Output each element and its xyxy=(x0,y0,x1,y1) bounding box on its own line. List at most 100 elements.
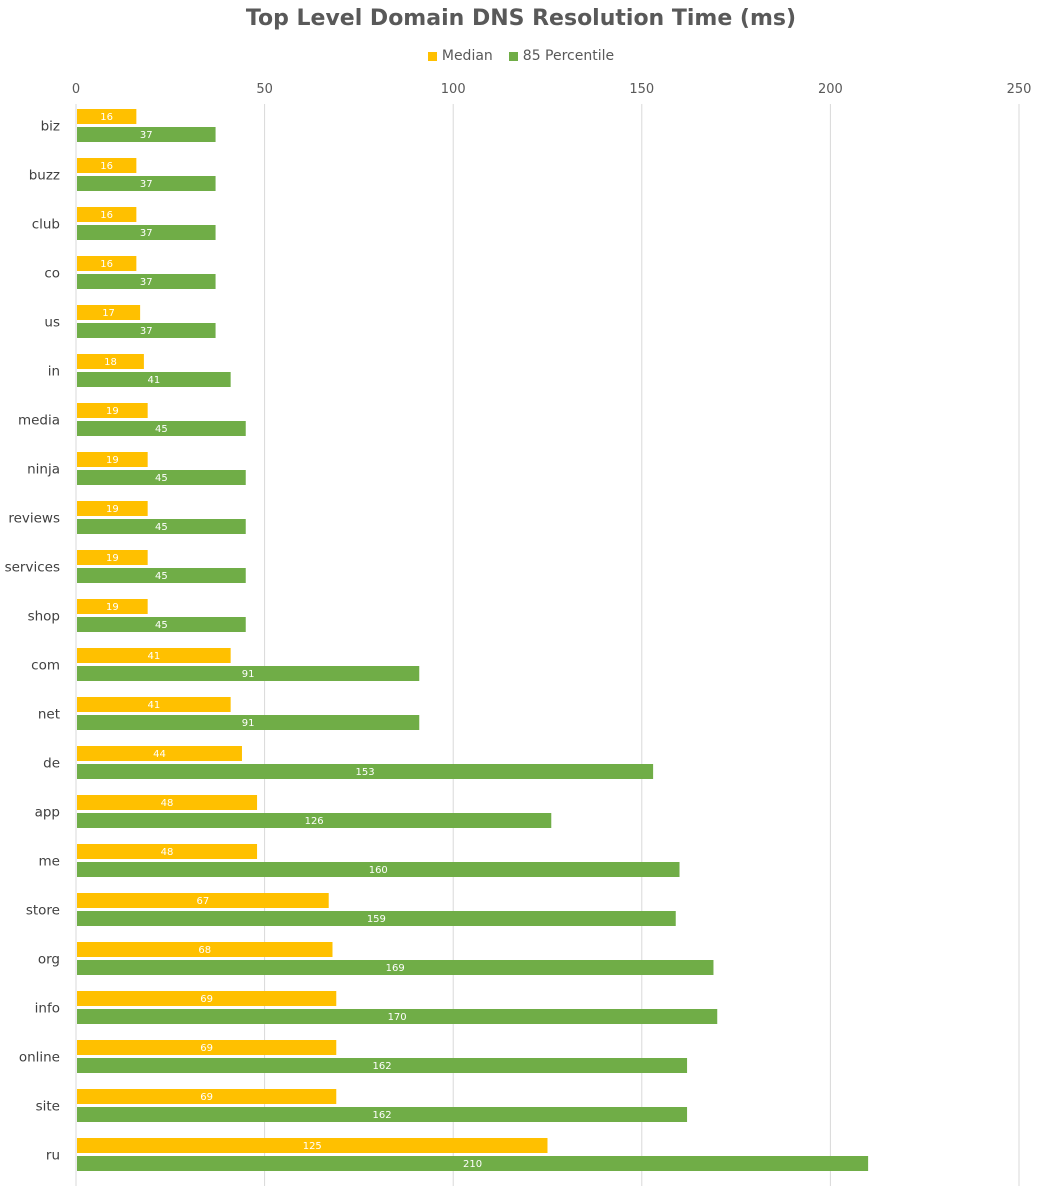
category-label-ru: ru xyxy=(46,1148,60,1164)
bar-value-median-us: 17 xyxy=(102,308,115,319)
bar-median-services xyxy=(77,550,148,565)
bar-85-percentile-de xyxy=(77,764,654,779)
bar-85-percentile-buzz xyxy=(77,176,216,191)
legend-entry-85-percentile: 85 Percentile xyxy=(508,48,615,64)
bar-value-85-percentile-store: 159 xyxy=(367,914,386,925)
bar-value-median-app: 48 xyxy=(161,798,174,809)
bar-85-percentile-info xyxy=(77,1009,718,1024)
bar-median-media xyxy=(77,403,148,418)
bar-median-de xyxy=(77,746,242,761)
bar-85-percentile-net xyxy=(77,715,420,730)
bar-median-online xyxy=(77,1040,337,1055)
bar-median-ninja xyxy=(77,452,148,467)
bar-value-median-buzz: 16 xyxy=(100,161,113,172)
category-label-store: store xyxy=(26,903,60,919)
chart-title: Top Level Domain DNS Resolution Time (ms… xyxy=(245,6,797,31)
bar-value-median-info: 69 xyxy=(200,994,213,1005)
bar-value-85-percentile-net: 91 xyxy=(242,718,255,729)
bar-value-85-percentile-in: 41 xyxy=(147,375,160,386)
bar-value-85-percentile-ru: 210 xyxy=(463,1159,482,1170)
legend-entry-median: Median xyxy=(427,48,493,64)
bar-value-85-percentile-com: 91 xyxy=(242,669,255,680)
bar-median-site xyxy=(77,1089,337,1104)
x-tick-label-0: 0 xyxy=(72,82,80,97)
x-tick-label-100: 100 xyxy=(441,82,466,97)
bar-85-percentile-club xyxy=(77,225,216,240)
bar-value-85-percentile-us: 37 xyxy=(140,326,153,337)
bar-85-percentile-store xyxy=(77,911,676,926)
bar-median-me xyxy=(77,844,258,859)
bar-median-club xyxy=(77,207,137,222)
bar-value-median-online: 69 xyxy=(200,1043,213,1054)
bar-85-percentile-me xyxy=(77,862,680,877)
bar-median-info xyxy=(77,991,337,1006)
x-tick-label-250: 250 xyxy=(1007,82,1032,97)
bar-median-reviews xyxy=(77,501,148,516)
category-label-in: in xyxy=(48,364,60,380)
bar-value-median-shop: 19 xyxy=(106,602,119,613)
category-label-me: me xyxy=(39,854,60,870)
bar-value-median-club: 16 xyxy=(100,210,113,221)
bar-value-median-reviews: 19 xyxy=(106,504,119,515)
bar-median-in xyxy=(77,354,144,369)
bar-value-85-percentile-biz: 37 xyxy=(140,130,153,141)
bar-median-net xyxy=(77,697,231,712)
bar-85-percentile-shop xyxy=(77,617,246,632)
bar-value-85-percentile-site: 162 xyxy=(372,1110,391,1121)
bar-value-85-percentile-media: 45 xyxy=(155,424,168,435)
category-label-co: co xyxy=(44,266,60,282)
bar-median-co xyxy=(77,256,137,271)
category-label-ninja: ninja xyxy=(27,462,60,478)
bar-value-median-net: 41 xyxy=(147,700,160,711)
x-tick-label-200: 200 xyxy=(818,82,843,97)
bar-median-shop xyxy=(77,599,148,614)
bar-value-85-percentile-club: 37 xyxy=(140,228,153,239)
category-label-club: club xyxy=(32,217,60,233)
bar-median-us xyxy=(77,305,141,320)
legend-swatch-median xyxy=(427,51,437,61)
category-label-services: services xyxy=(5,560,60,576)
bar-85-percentile-media xyxy=(77,421,246,436)
bar-median-buzz xyxy=(77,158,137,173)
category-label-com: com xyxy=(31,658,60,674)
bar-value-median-site: 69 xyxy=(200,1092,213,1103)
bar-median-org xyxy=(77,942,333,957)
legend-label-85-percentile: 85 Percentile xyxy=(522,48,615,64)
bar-median-com xyxy=(77,648,231,663)
bar-median-store xyxy=(77,893,329,908)
category-label-us: us xyxy=(44,315,60,331)
bar-value-median-store: 67 xyxy=(196,896,209,907)
bar-median-biz xyxy=(77,109,137,124)
bar-85-percentile-online xyxy=(77,1058,688,1073)
x-tick-label-50: 50 xyxy=(256,82,273,97)
bar-value-85-percentile-info: 170 xyxy=(388,1012,407,1023)
bar-value-median-ru: 125 xyxy=(303,1141,322,1152)
bar-85-percentile-in xyxy=(77,372,231,387)
bar-value-median-ninja: 19 xyxy=(106,455,119,466)
bar-value-85-percentile-de: 153 xyxy=(356,767,375,778)
category-label-media: media xyxy=(18,413,60,429)
category-label-buzz: buzz xyxy=(29,168,60,184)
category-label-site: site xyxy=(36,1099,60,1115)
bar-value-85-percentile-shop: 45 xyxy=(155,620,168,631)
bar-85-percentile-ru xyxy=(77,1156,869,1171)
bar-85-percentile-us xyxy=(77,323,216,338)
bar-value-85-percentile-reviews: 45 xyxy=(155,522,168,533)
bar-value-median-in: 18 xyxy=(104,357,117,368)
bar-median-app xyxy=(77,795,258,810)
bar-value-median-me: 48 xyxy=(161,847,174,858)
bar-value-85-percentile-app: 126 xyxy=(305,816,324,827)
bar-value-85-percentile-ninja: 45 xyxy=(155,473,168,484)
bar-value-85-percentile-buzz: 37 xyxy=(140,179,153,190)
bar-value-85-percentile-online: 162 xyxy=(372,1061,391,1072)
bar-value-median-co: 16 xyxy=(100,259,113,270)
bar-value-median-services: 19 xyxy=(106,553,119,564)
bar-85-percentile-biz xyxy=(77,127,216,142)
bar-value-median-biz: 16 xyxy=(100,112,113,123)
bar-value-85-percentile-co: 37 xyxy=(140,277,153,288)
bar-85-percentile-ninja xyxy=(77,470,246,485)
category-label-online: online xyxy=(19,1050,60,1066)
bar-value-median-media: 19 xyxy=(106,406,119,417)
